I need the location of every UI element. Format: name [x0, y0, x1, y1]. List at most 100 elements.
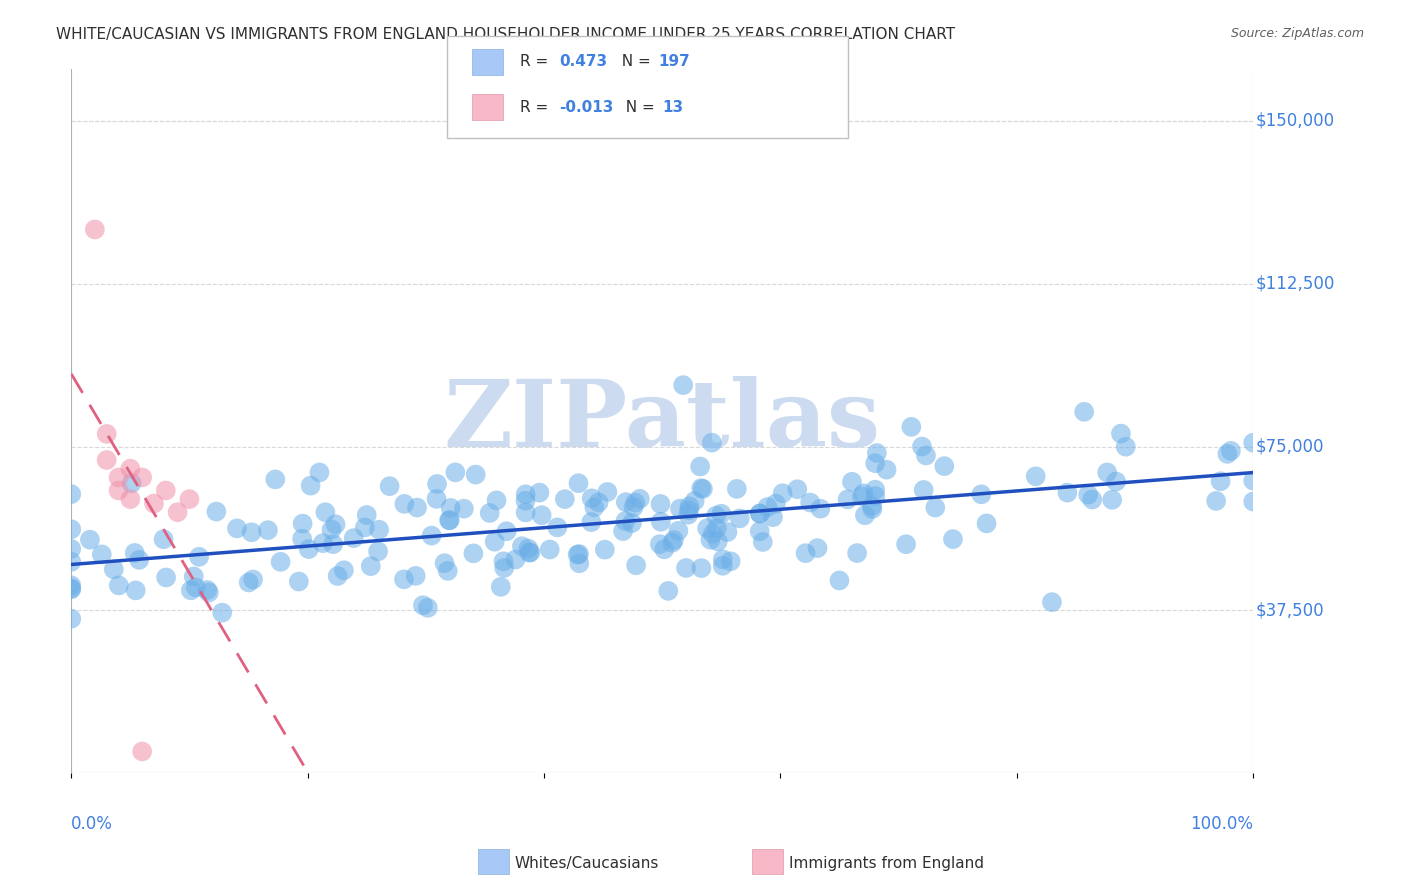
Point — [866, 446, 889, 460]
Point — [1095, 466, 1118, 480]
Point — [180, 583, 202, 598]
Point — [155, 483, 177, 498]
Point — [166, 505, 188, 519]
Point — [492, 554, 515, 568]
Point — [863, 483, 886, 497]
Point — [107, 470, 129, 484]
Point — [661, 535, 683, 549]
Point — [748, 507, 770, 521]
Text: $150,000: $150,000 — [1256, 112, 1334, 129]
Point — [120, 492, 142, 507]
Point — [515, 487, 537, 501]
Point — [846, 546, 869, 560]
Point — [851, 489, 873, 503]
Point — [710, 507, 733, 521]
Point — [700, 435, 723, 450]
Point — [810, 501, 832, 516]
Point — [1115, 440, 1137, 454]
Point — [612, 524, 634, 538]
Point — [841, 475, 863, 489]
Text: ZIPatlas: ZIPatlas — [444, 376, 880, 466]
Text: 197: 197 — [658, 54, 690, 70]
Point — [1077, 488, 1099, 502]
Point — [333, 563, 356, 577]
Point — [614, 514, 637, 528]
Point — [205, 505, 228, 519]
Point — [1025, 469, 1047, 483]
Point — [1056, 485, 1078, 500]
Point — [485, 493, 508, 508]
Point — [354, 520, 377, 534]
Point — [152, 533, 174, 547]
Point — [1073, 405, 1095, 419]
Point — [436, 564, 458, 578]
Point — [326, 569, 349, 583]
Point — [367, 544, 389, 558]
Text: $75,000: $75,000 — [1256, 438, 1324, 456]
Point — [121, 476, 143, 491]
Point — [440, 500, 463, 515]
Point — [748, 524, 770, 539]
Point — [495, 524, 517, 539]
Point — [806, 541, 828, 555]
Point — [596, 485, 619, 500]
Point — [517, 545, 540, 559]
Point — [433, 556, 456, 570]
Point — [699, 533, 721, 547]
Point — [489, 580, 512, 594]
Point — [394, 497, 416, 511]
Point — [515, 505, 537, 519]
Text: N =: N = — [612, 54, 655, 70]
Point — [1109, 426, 1132, 441]
Point — [772, 486, 794, 500]
Point — [183, 569, 205, 583]
Point — [505, 552, 527, 566]
Point — [519, 545, 541, 559]
Point — [195, 582, 218, 597]
Point — [1216, 447, 1239, 461]
Point — [704, 508, 727, 523]
Point — [837, 492, 859, 507]
Point — [711, 552, 734, 566]
Point — [1105, 475, 1128, 489]
Point — [554, 492, 576, 507]
Point — [752, 535, 775, 549]
Point — [828, 574, 851, 588]
Point — [876, 463, 898, 477]
Point — [657, 583, 679, 598]
Point — [60, 555, 83, 569]
Point — [865, 489, 887, 503]
Point — [1241, 474, 1264, 488]
Point — [312, 536, 335, 550]
Point — [60, 487, 83, 501]
Point — [425, 491, 447, 506]
Point — [60, 582, 83, 597]
Point — [325, 517, 347, 532]
Point — [583, 500, 606, 515]
Point — [314, 505, 336, 519]
Point — [96, 453, 118, 467]
Point — [650, 497, 672, 511]
Point — [184, 581, 207, 595]
Text: Whites/Caucasians: Whites/Caucasians — [515, 856, 659, 871]
Point — [669, 501, 692, 516]
Point — [912, 483, 935, 497]
Point — [689, 459, 711, 474]
Point — [799, 495, 821, 509]
Text: Immigrants from England: Immigrants from England — [789, 856, 984, 871]
Point — [226, 521, 249, 535]
Point — [257, 523, 280, 537]
Point — [103, 562, 125, 576]
Point — [924, 500, 946, 515]
Point — [405, 569, 427, 583]
Point — [107, 483, 129, 498]
Point — [515, 493, 537, 508]
Point — [60, 612, 83, 626]
Point — [420, 528, 443, 542]
Point — [90, 548, 112, 562]
Point — [860, 499, 883, 513]
Point — [863, 456, 886, 470]
Point — [131, 744, 153, 758]
Point — [581, 491, 603, 506]
Point — [211, 606, 233, 620]
